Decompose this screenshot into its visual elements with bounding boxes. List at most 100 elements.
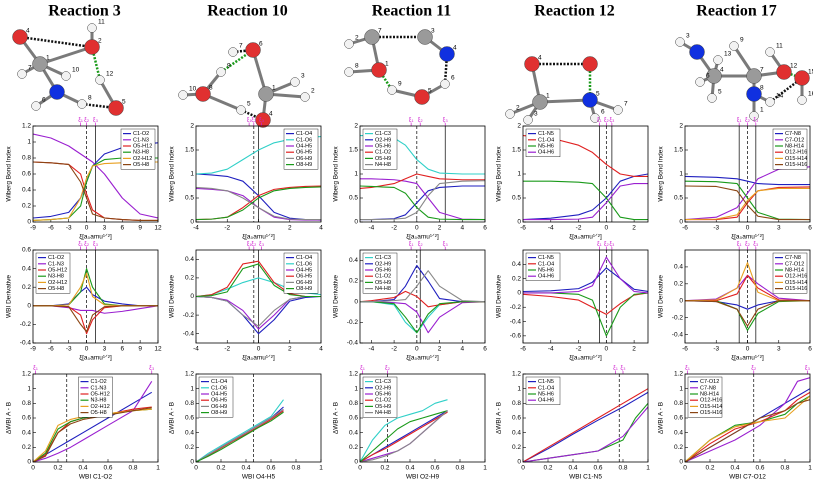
series-line: [196, 186, 321, 221]
series-line: [33, 305, 158, 333]
atom: [371, 62, 387, 78]
x-tick-label: 1: [319, 465, 323, 472]
y-tick-label: 0.2: [349, 444, 358, 451]
y-tick-label: 0: [679, 219, 683, 226]
y-tick-label: 0: [27, 303, 31, 310]
plot-frame: [32, 125, 159, 223]
x-axis-label: ξ[a₀amu¹ᐟ²]: [406, 355, 439, 362]
y-axis-label: ΔWBI A - B: [169, 402, 176, 434]
legend-label: C7-N8: [700, 385, 716, 391]
y-tick-label: 0: [190, 219, 194, 226]
atom: [713, 55, 723, 65]
atom: [178, 90, 188, 100]
y-tick-label: 1.2: [349, 371, 358, 378]
x-tick-label: 4: [460, 346, 464, 353]
marker-label: ξ₁: [33, 366, 38, 372]
x-axis-label: WBI C1-O2: [79, 474, 113, 481]
chart: -4 -2 0 2 4 0 0.5 1 1.5 2 ξ[a₀amu¹ᐟ²] Wiberg Bond I…: [169, 118, 323, 241]
plot-frame: [195, 249, 322, 344]
atom-label: 3: [534, 111, 538, 118]
marker-label: ξ₁: [78, 242, 83, 248]
legend-label: N4-H8: [375, 286, 391, 292]
atom-label: 7: [624, 101, 628, 108]
y-tick-label: 0.4: [185, 256, 194, 263]
marker-label: ξ₁: [597, 118, 602, 124]
x-tick-label: 2: [288, 225, 292, 232]
x-axis-label: WBI O4-H5: [242, 474, 276, 481]
y-tick-label: 0: [354, 459, 358, 466]
y-axis-label: ΔWBI A - B: [6, 402, 13, 434]
marker-label: ξ₂: [385, 366, 391, 372]
atom: [746, 68, 762, 84]
legend-label: C1-N5: [538, 131, 554, 137]
y-tick-label: 0.5: [512, 195, 521, 202]
legend-label: C1-O4: [296, 131, 312, 137]
atom-label: 11: [98, 19, 105, 26]
atom-label: 2: [311, 88, 315, 95]
atom: [195, 86, 211, 102]
series-line: [360, 178, 485, 221]
series-line: [33, 133, 158, 219]
y-axis-label: WBI Derivative: [333, 275, 340, 318]
y-tick-label: 0.8: [22, 400, 31, 407]
y-axis-label: WBI Derivative: [496, 275, 503, 318]
y-tick-label: 2: [354, 123, 358, 130]
legend-box: [35, 252, 71, 294]
plot-frame: [684, 125, 811, 223]
y-tick-label: 0.5: [674, 195, 683, 202]
atom: [532, 94, 548, 110]
atom-label: 11: [776, 43, 783, 50]
y-tick-label: 0.6: [349, 415, 358, 422]
x-tick-label: 0.8: [780, 465, 789, 472]
x-tick-label: 0.2: [380, 465, 389, 472]
x-tick-label: 0: [521, 465, 525, 472]
atom: [765, 97, 775, 107]
legend-label: C1-N5: [538, 379, 554, 385]
legend-label: N4-H8: [375, 162, 391, 168]
marker-label: ξ₃: [259, 242, 265, 248]
chart: -4 -2 0 2 4 6 0 0.5 1 1.5 2 ξ[a₀amu¹ᐟ²] Wiberg Bond …: [333, 118, 487, 241]
marker-label: ξ₂: [604, 118, 610, 124]
x-axis-label: ξ[a₀amu¹ᐟ²]: [569, 234, 602, 241]
y-tick-label: 0: [354, 219, 358, 226]
y-tick-label: -0.2: [510, 304, 522, 311]
series-line: [33, 407, 152, 462]
marker-label: ξ₂: [251, 242, 257, 248]
atom-label: 9: [740, 37, 744, 44]
series-line: [360, 290, 485, 308]
series-line: [360, 301, 485, 334]
y-tick-label: 0: [354, 298, 358, 305]
legend-label: O5-H6: [375, 267, 391, 273]
atom-label: 3: [686, 33, 690, 40]
atom-label: 6: [601, 109, 605, 116]
atom-label: 1: [272, 85, 276, 92]
atom-label: 5: [596, 91, 600, 98]
atom: [236, 105, 246, 115]
y-tick-label: 1.2: [674, 371, 683, 378]
y-tick-label: 0.4: [22, 187, 31, 194]
x-tick-label: 2: [438, 346, 442, 353]
y-axis-label: WBI Derivative: [169, 275, 176, 318]
y-tick-label: 0.6: [512, 415, 521, 422]
legend-label: O4-H5: [296, 143, 312, 149]
x-tick-label: 6: [483, 225, 487, 232]
legend-label: C7-O12: [785, 261, 804, 267]
legend-label: C1-O4: [538, 385, 554, 391]
atom: [505, 109, 515, 119]
x-tick-label: 0: [415, 346, 419, 353]
legend-label: C1-N3: [133, 137, 149, 143]
y-tick-label: -0.2: [183, 312, 195, 319]
chart: 0 0.2 0.4 0.6 0.8 1 0 0.2 0.4 0.6 0.8 1 1.2 WBI O2-H9…: [333, 366, 487, 481]
legend-label: O8-H9: [296, 286, 312, 292]
atom: [364, 29, 380, 45]
y-tick-label: 0: [517, 290, 521, 297]
y-tick-label: 0: [190, 293, 194, 300]
chart: -4 -2 0 2 4 -0.4 -0.2 0 0.2 0.4 ξ[a₀amu¹ᐟ²] WBI Der…: [169, 242, 323, 362]
atom: [613, 105, 623, 115]
y-tick-label: 1: [190, 171, 194, 178]
series-line: [685, 399, 810, 462]
x-tick-label: -4: [368, 225, 374, 232]
chart: -6 -3 0 3 6 -0.4 -0.2 0 0.2 0.4 ξ[a₀amu¹ᐟ²] WBI Der…: [658, 242, 812, 362]
legend-label: N3-H8: [91, 398, 107, 404]
series-line: [685, 187, 810, 221]
